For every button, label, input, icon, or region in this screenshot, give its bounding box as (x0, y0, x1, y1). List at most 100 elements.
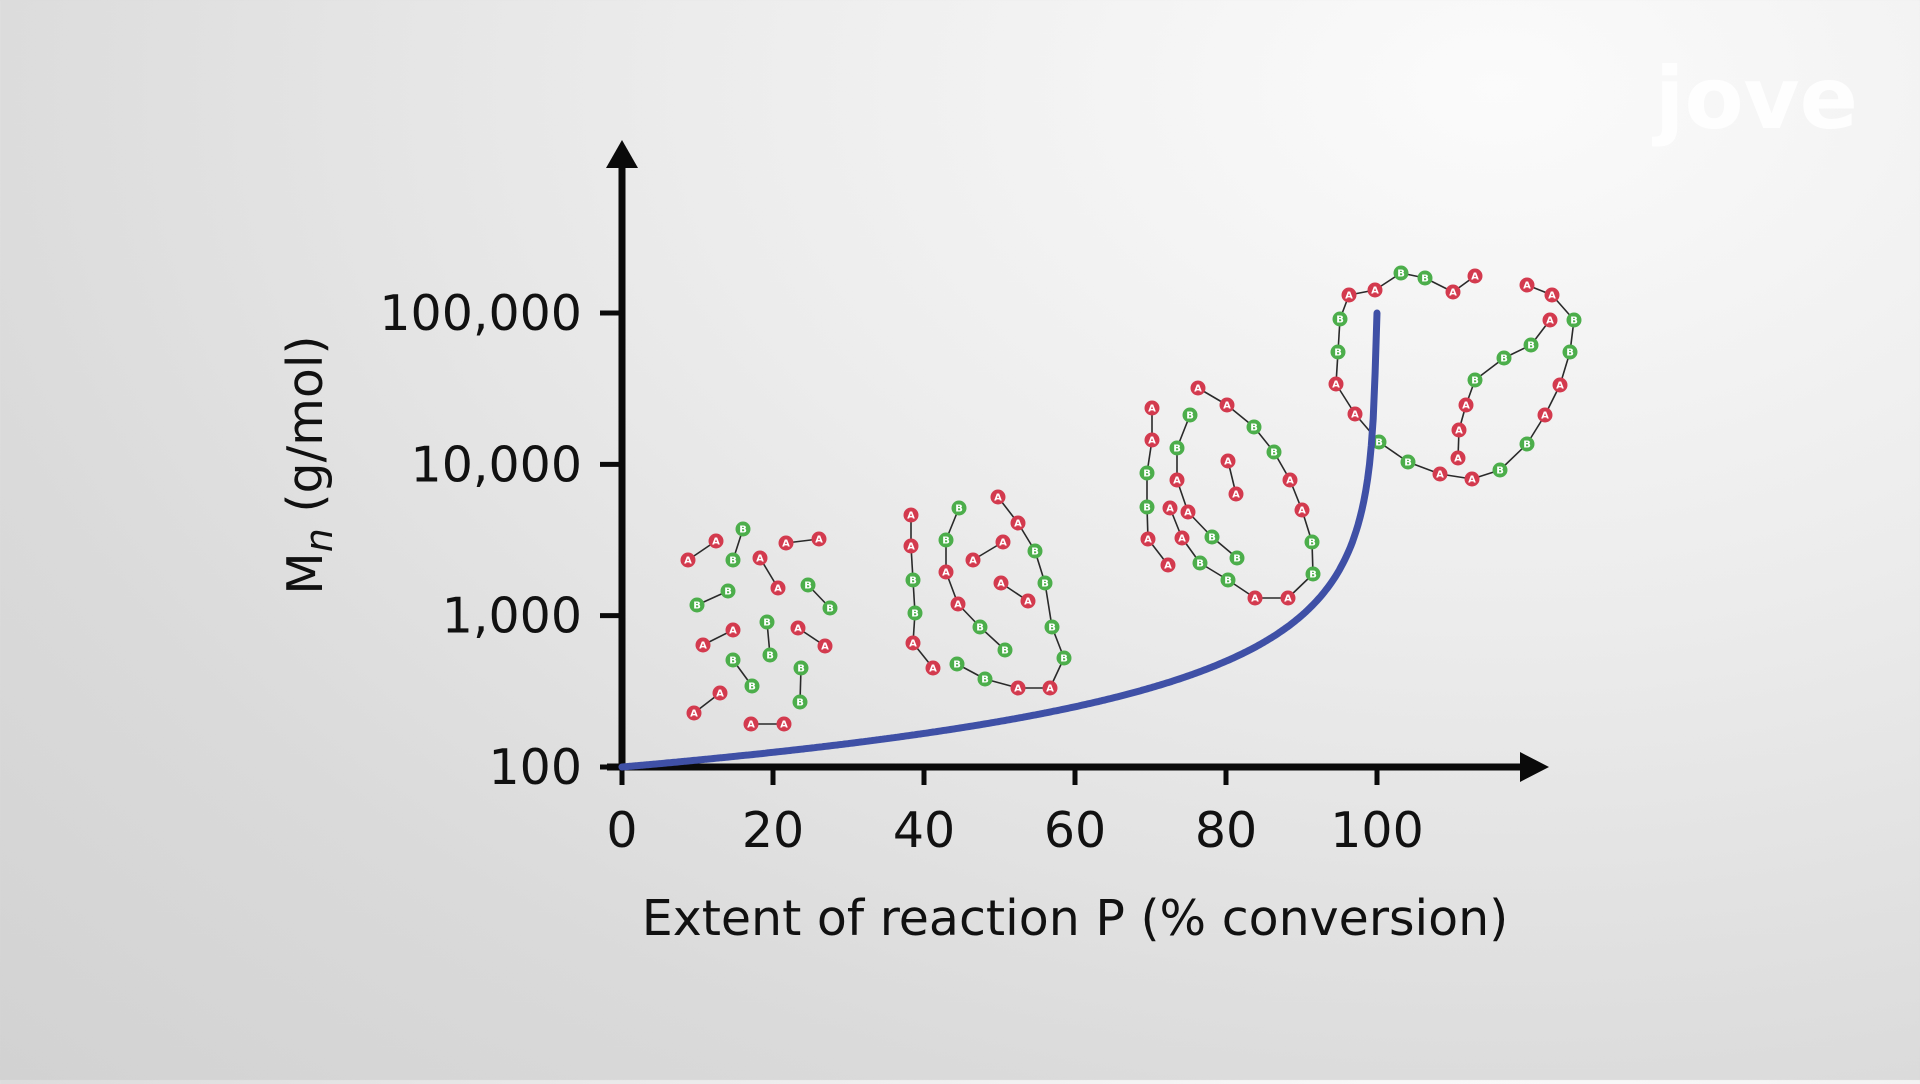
monomer-a: A (778, 535, 794, 551)
monomer-a: A (790, 620, 806, 636)
svg-text:B: B (1270, 448, 1278, 459)
monomer-a: A (695, 637, 711, 653)
monomer-a: A (1162, 500, 1178, 516)
monomer-a: A (770, 580, 786, 596)
svg-text:B: B (1527, 341, 1535, 352)
dimer-2: BB (725, 521, 751, 568)
monomer-b: B (951, 500, 967, 516)
svg-text:A: A (1024, 597, 1032, 608)
svg-text:B: B (1566, 348, 1574, 359)
svg-text:A: A (1556, 381, 1564, 392)
svg-text:A: A (1298, 506, 1306, 517)
dimer-8: BB (759, 614, 778, 663)
monomer-a: A (938, 564, 954, 580)
svg-text:B: B (729, 656, 737, 667)
monomer-b: B (977, 671, 993, 687)
monomer-b: B (1393, 265, 1409, 281)
svg-text:A: A (1471, 272, 1479, 283)
monomer-b: B (793, 660, 809, 676)
monomer-a: A (1160, 557, 1176, 573)
monomer-a: A (1020, 593, 1036, 609)
y-axis-title: Mn (g/mol) (277, 335, 341, 594)
y-tick-label-1000: 1,000 (442, 588, 582, 645)
monomer-a: A (1367, 282, 1383, 298)
x-tick-label-80: 80 (1195, 802, 1257, 859)
monomer-a: A (743, 716, 759, 732)
svg-text:A: A (1144, 535, 1152, 546)
y-axis-title-main: M (277, 552, 334, 594)
polymer-4: AA (1220, 453, 1244, 502)
monomer-a: A (995, 534, 1011, 550)
svg-text:B: B (739, 525, 747, 536)
x-axis-arrow (1520, 752, 1549, 782)
svg-text:A: A (1345, 291, 1353, 302)
svg-text:A: A (1351, 410, 1359, 421)
svg-text:A: A (1284, 594, 1292, 605)
monomer-b: B (972, 619, 988, 635)
monomer-a: A (1458, 397, 1474, 413)
dimer-10: BB (725, 652, 760, 694)
x-tick-label-20: 20 (742, 802, 804, 859)
svg-text:A: A (1371, 286, 1379, 297)
dimer-11: BB (792, 660, 809, 710)
svg-text:B: B (804, 581, 812, 592)
y-axis-title-rest: (g/mol) (277, 335, 334, 528)
x-tick-label-40: 40 (893, 802, 955, 859)
svg-text:A: A (716, 689, 724, 700)
svg-text:B: B (1186, 411, 1194, 422)
monomer-a: A (776, 716, 792, 732)
monomer-b: B (907, 605, 923, 621)
svg-text:B: B (976, 623, 984, 634)
svg-text:B: B (1233, 554, 1241, 565)
svg-text:A: A (1449, 288, 1457, 299)
monomer-a: A (1144, 432, 1160, 448)
svg-text:A: A (1046, 684, 1054, 695)
monomer-b: B (689, 597, 705, 613)
monomer-b: B (762, 647, 778, 663)
high-polymer-tail: A B B B A A A (1450, 312, 1558, 466)
monomer-a: A (708, 533, 724, 549)
monomer-b: B (1305, 566, 1321, 582)
monomer-a: A (725, 622, 741, 638)
monomer-b: B (1467, 372, 1483, 388)
monomer-b: B (1562, 344, 1578, 360)
monomer-a: A (1451, 422, 1467, 438)
svg-text:A: A (1223, 401, 1231, 412)
svg-text:B: B (1143, 469, 1151, 480)
x-tick-label-100: 100 (1330, 802, 1424, 859)
monomer-a: A (1010, 680, 1026, 696)
dimer-12: AA (686, 685, 728, 721)
svg-text:A: A (1468, 475, 1476, 486)
monomer-b: B (725, 652, 741, 668)
monomer-a: A (1450, 450, 1466, 466)
svg-text:A: A (699, 641, 707, 652)
svg-text:A: A (942, 568, 950, 579)
monomer-a: A (817, 638, 833, 654)
svg-text:A: A (729, 626, 737, 637)
svg-text:B: B (826, 604, 834, 615)
monomer-a: A (1280, 590, 1296, 606)
logo-text: jove (1652, 49, 1858, 149)
svg-text:A: A (1523, 281, 1531, 292)
monomer-a: A (1445, 284, 1461, 300)
svg-text:B: B (1404, 458, 1412, 469)
svg-text:A: A (782, 539, 790, 550)
ticks: 0 20 40 60 80 100 100 1,000 10,000 100,000 (379, 285, 1423, 859)
oligomer-4: AA (965, 534, 1011, 568)
monomer-b: B (725, 552, 741, 568)
x-tick-label-0: 0 (606, 802, 637, 859)
svg-text:A: A (1251, 594, 1259, 605)
svg-text:A: A (907, 542, 915, 553)
monomer-a: A (950, 596, 966, 612)
svg-text:B: B (1523, 440, 1531, 451)
monomer-b: B (997, 642, 1013, 658)
x-tick-label-60: 60 (1044, 802, 1106, 859)
dimer-3: AA (752, 550, 786, 596)
monomer-b: B (1220, 572, 1236, 588)
monomer-b: B (1139, 499, 1155, 515)
monomer-a: A (1140, 531, 1156, 547)
x-axis-title: Extent of reaction P (% conversion) (642, 890, 1509, 947)
monomer-a: A (1247, 590, 1263, 606)
monomer-b: B (905, 572, 921, 588)
